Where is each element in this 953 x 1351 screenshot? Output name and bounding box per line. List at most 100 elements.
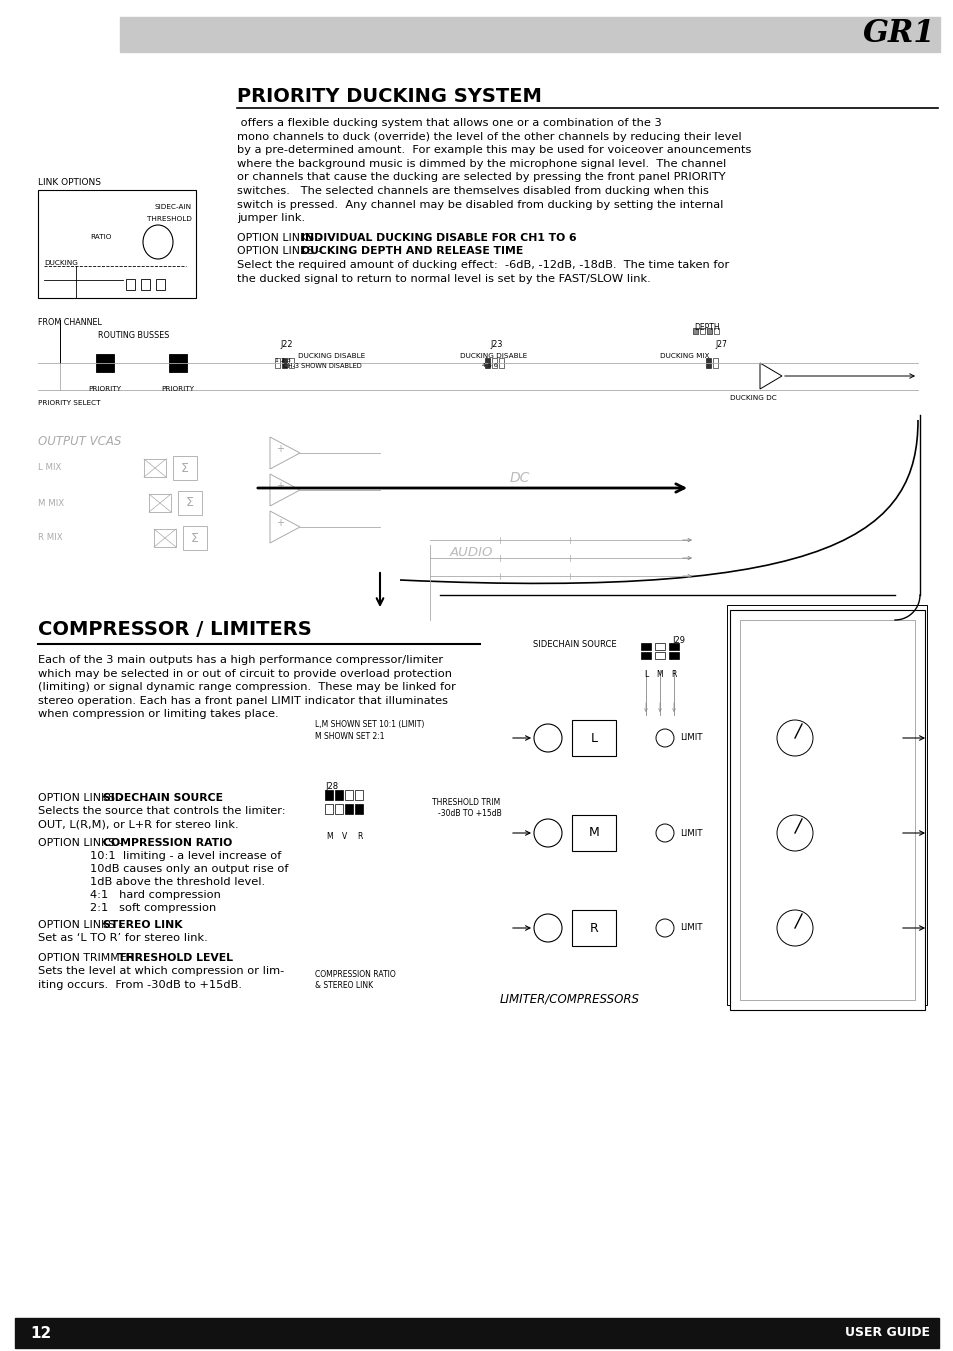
Bar — [492, 358, 497, 367]
Text: R MIX: R MIX — [38, 534, 63, 543]
Bar — [141, 280, 150, 290]
Bar — [706, 328, 711, 334]
Text: Sets the level at which compression or lim-
iting occurs.  From -30dB to +15dB.: Sets the level at which compression or l… — [38, 966, 284, 989]
Text: 1 2 3: 1 2 3 — [274, 358, 291, 363]
Bar — [740, 620, 914, 1000]
Circle shape — [776, 911, 812, 946]
Text: Each of the 3 main outputs has a high performance compressor/limiter
which may b: Each of the 3 main outputs has a high pe… — [38, 655, 456, 719]
Bar — [325, 790, 333, 800]
Text: GR1: GR1 — [862, 19, 934, 50]
Bar — [126, 280, 135, 290]
Text: 2:1   soft compression: 2:1 soft compression — [90, 902, 216, 913]
Circle shape — [656, 730, 673, 747]
Bar — [712, 358, 718, 367]
Bar — [345, 804, 353, 815]
Bar — [149, 494, 171, 512]
Text: V: V — [342, 832, 347, 842]
Text: DC: DC — [510, 471, 530, 485]
Text: THRESHOLD TRIM: THRESHOLD TRIM — [432, 798, 499, 807]
Text: M SHOWN SET 2:1: M SHOWN SET 2:1 — [314, 732, 384, 740]
Text: J23: J23 — [490, 340, 502, 349]
Text: COMPRESSION RATIO: COMPRESSION RATIO — [314, 970, 395, 979]
Bar — [640, 643, 650, 650]
Bar — [169, 354, 187, 372]
Bar — [355, 790, 363, 800]
Text: FROM CHANNEL: FROM CHANNEL — [38, 317, 102, 327]
Circle shape — [656, 919, 673, 938]
Text: L MIX: L MIX — [38, 463, 61, 473]
Bar — [156, 280, 165, 290]
Text: Σ: Σ — [181, 462, 189, 474]
Bar — [655, 653, 664, 659]
Bar — [705, 358, 710, 367]
Text: L,M SHOWN SET 10:1 (LIMIT): L,M SHOWN SET 10:1 (LIMIT) — [314, 720, 424, 730]
Text: J29: J29 — [671, 636, 684, 644]
Bar — [183, 526, 207, 550]
Circle shape — [656, 824, 673, 842]
Text: OPTION LINKS -: OPTION LINKS - — [38, 838, 126, 848]
Bar — [325, 804, 333, 815]
Text: THRESHOLD LEVEL: THRESHOLD LEVEL — [118, 952, 233, 963]
Polygon shape — [270, 474, 299, 507]
Text: -30dB TO +15dB: -30dB TO +15dB — [437, 809, 501, 817]
Ellipse shape — [143, 226, 172, 259]
Text: DUCKING DISABLE: DUCKING DISABLE — [297, 353, 365, 359]
Text: STEREO LINK: STEREO LINK — [103, 920, 182, 929]
Text: LINK OPTIONS: LINK OPTIONS — [38, 178, 101, 186]
Text: DUCKING DISABLE: DUCKING DISABLE — [459, 353, 527, 359]
Text: R: R — [589, 921, 598, 935]
Bar — [120, 18, 939, 51]
Circle shape — [534, 819, 561, 847]
Text: SIDECHAIN SOURCE: SIDECHAIN SOURCE — [103, 793, 223, 802]
Circle shape — [776, 815, 812, 851]
Text: OPTION TRIMMER -: OPTION TRIMMER - — [38, 952, 145, 963]
Bar — [335, 790, 343, 800]
Bar — [153, 530, 175, 547]
Text: offers a flexible ducking system that allows one or a combination of the 3
mono : offers a flexible ducking system that al… — [236, 118, 751, 223]
Text: +: + — [275, 517, 284, 528]
Text: ROUTING BUSSES: ROUTING BUSSES — [98, 331, 170, 340]
Text: OPTION LINKS -: OPTION LINKS - — [236, 246, 325, 255]
Text: M: M — [326, 832, 333, 842]
Text: Set as ‘L TO R’ for stereo link.: Set as ‘L TO R’ for stereo link. — [38, 934, 208, 943]
Text: Selects the source that controls the limiter:
OUT, L(R,M), or L+R for stereo lin: Selects the source that controls the lim… — [38, 807, 285, 830]
Text: Select the required amount of ducking effect:  -6dB, -12dB, -18dB.  The time tak: Select the required amount of ducking ef… — [236, 259, 728, 284]
Circle shape — [534, 915, 561, 942]
Bar — [655, 643, 664, 650]
Bar — [729, 611, 924, 1011]
Text: M MIX: M MIX — [38, 499, 64, 508]
Bar — [484, 358, 490, 367]
Text: +: + — [275, 481, 284, 490]
Text: J27: J27 — [714, 340, 726, 349]
Text: RATIO: RATIO — [90, 234, 112, 240]
Bar — [289, 358, 294, 367]
Text: OUTPUT VCAS: OUTPUT VCAS — [38, 435, 121, 449]
Text: 4:1   hard compression: 4:1 hard compression — [90, 890, 221, 900]
Text: DUCKING MIX: DUCKING MIX — [659, 353, 709, 359]
Bar — [572, 911, 616, 946]
Circle shape — [776, 720, 812, 757]
Text: CH-3 SHOWN DISABLED: CH-3 SHOWN DISABLED — [283, 363, 361, 369]
Circle shape — [534, 724, 561, 753]
Bar — [692, 328, 698, 334]
Text: PRIORITY DUCKING SYSTEM: PRIORITY DUCKING SYSTEM — [236, 86, 541, 105]
Text: COMPRESSOR / LIMITERS: COMPRESSOR / LIMITERS — [38, 620, 312, 639]
Polygon shape — [270, 511, 299, 543]
Text: Σ: Σ — [186, 497, 193, 509]
Text: DUCKING DEPTH AND RELEASE TIME: DUCKING DEPTH AND RELEASE TIME — [301, 246, 522, 255]
Text: SIDEC-AIN: SIDEC-AIN — [154, 204, 192, 209]
Bar — [178, 490, 202, 515]
Text: THRESHOLD: THRESHOLD — [147, 216, 192, 222]
Text: J28: J28 — [325, 782, 337, 790]
Bar — [668, 643, 679, 650]
Text: OPTION LINKS -: OPTION LINKS - — [236, 232, 325, 243]
Bar — [726, 605, 926, 1005]
Bar — [274, 358, 280, 367]
Text: 10:1  limiting - a level increase of: 10:1 limiting - a level increase of — [90, 851, 281, 861]
Text: 4 5 6: 4 5 6 — [481, 363, 497, 367]
Text: DEPTH: DEPTH — [693, 323, 719, 332]
Text: M: M — [656, 670, 662, 680]
Bar — [572, 815, 616, 851]
Text: Σ: Σ — [191, 531, 199, 544]
Text: LIMIT: LIMIT — [679, 924, 701, 932]
